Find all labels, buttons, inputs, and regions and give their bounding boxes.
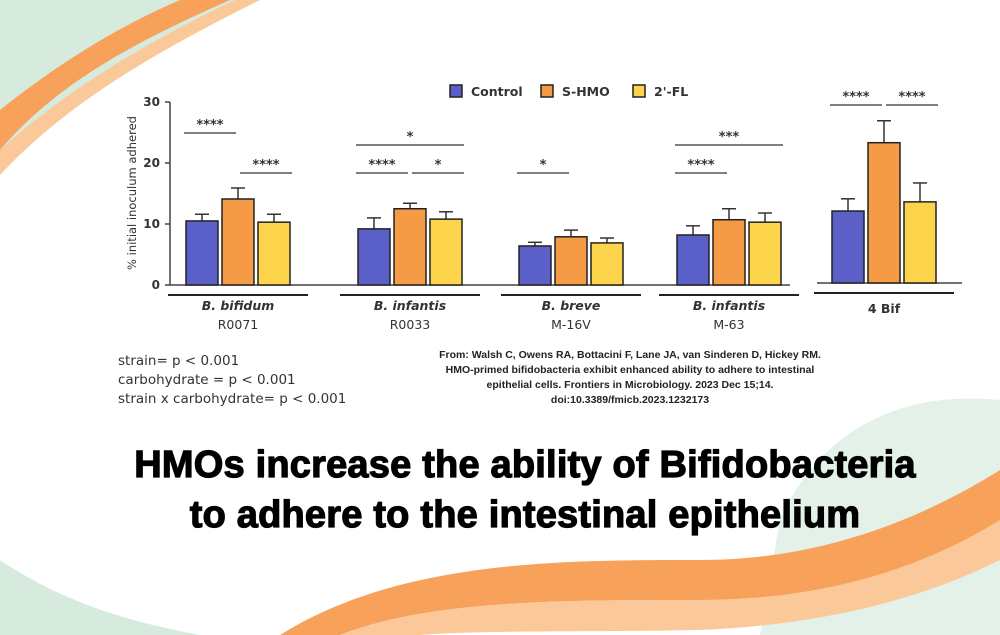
- bar: [257, 221, 291, 286]
- stat-line: carbohydrate = p < 0.001: [118, 372, 296, 388]
- bar-group: 4 Bif **** ****: [814, 90, 962, 316]
- group-label: B. infantis: [693, 298, 765, 313]
- bar: [712, 218, 746, 286]
- y-tick-label: 20: [143, 156, 160, 170]
- legend-swatch: [632, 84, 646, 98]
- bar: [357, 228, 391, 286]
- bar: [590, 242, 624, 286]
- group-label: B. infantis: [374, 298, 446, 313]
- significance-label: ****: [252, 158, 279, 173]
- legend-swatch: [449, 84, 463, 98]
- group-label: B. breve: [542, 298, 601, 313]
- bar: [429, 218, 463, 286]
- legend-label: Control: [471, 84, 523, 99]
- y-tick-label: 10: [143, 217, 160, 231]
- stat-line: strain= p < 0.001: [118, 353, 240, 369]
- headline-line: to adhere to the intestinal epithelium: [189, 493, 861, 536]
- significance-label: ****: [196, 118, 223, 133]
- citation: From: Walsh C, Owens RA, Bottacini F, La…: [439, 349, 821, 406]
- y-axis-label: % initial inoculum adhered: [125, 116, 139, 270]
- significance-label: *: [540, 158, 547, 173]
- bar: [831, 210, 865, 284]
- y-tick-label: 0: [152, 278, 160, 292]
- significance-label: ****: [898, 90, 925, 105]
- bar: [554, 236, 588, 286]
- bar: [518, 245, 552, 286]
- bar: [676, 234, 710, 286]
- bar-group: B. bifidum R0071 **** ****: [168, 118, 308, 332]
- group-sublabel: R0033: [390, 317, 431, 332]
- legend-swatch: [540, 84, 554, 98]
- bar: [393, 208, 427, 286]
- group-sublabel: R0071: [218, 317, 259, 332]
- legend-label: 2'-FL: [654, 84, 688, 99]
- legend: Control S-HMO 2'-FL: [449, 84, 688, 99]
- y-tick-label: 30: [143, 95, 160, 109]
- statistics-summary: strain= p < 0.001 carbohydrate = p < 0.0…: [118, 352, 346, 409]
- bar: [221, 198, 255, 286]
- bar: [748, 221, 782, 286]
- bar-group: B. breve M-16V *: [501, 158, 641, 332]
- group-sublabel: M-63: [713, 317, 744, 332]
- stat-line: strain x carbohydrate= p < 0.001: [118, 391, 347, 407]
- headline: HMOs increase the ability of Bifidobacte…: [0, 440, 1000, 540]
- significance-label: ****: [368, 158, 395, 173]
- significance-label: *: [407, 130, 414, 145]
- significance-label: ****: [842, 90, 869, 105]
- mint-shape-bottom-left: [0, 560, 200, 635]
- group-label: 4 Bif: [868, 301, 901, 316]
- group-sublabel: M-16V: [551, 317, 591, 332]
- headline-line: HMOs increase the ability of Bifidobacte…: [134, 443, 916, 486]
- orange-swoosh-bottom: [280, 470, 1000, 635]
- legend-label: S-HMO: [562, 84, 610, 99]
- bar: [903, 201, 937, 284]
- light-orange-swoosh-bottom: [340, 520, 1000, 635]
- bar: [185, 220, 219, 286]
- mint-shape-top: [0, 0, 240, 160]
- bar: [867, 141, 901, 284]
- group-label: B. bifidum: [202, 298, 275, 313]
- significance-label: ***: [719, 130, 740, 145]
- significance-label: *: [435, 158, 442, 173]
- significance-label: ****: [687, 158, 714, 173]
